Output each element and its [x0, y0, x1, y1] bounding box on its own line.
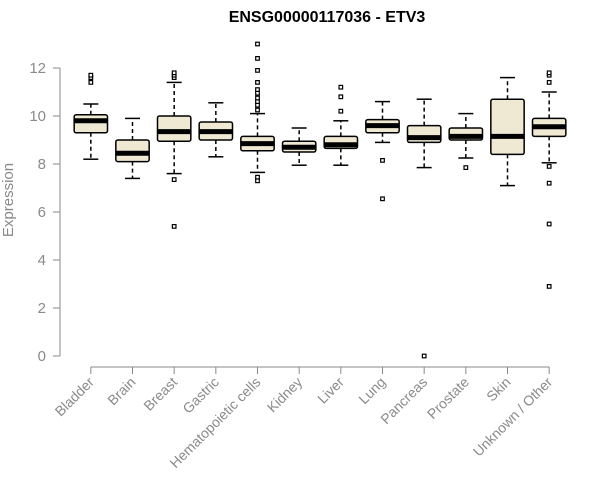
y-axis-label: Expression [0, 163, 17, 237]
outlier-point [546, 180, 552, 186]
box-hematopoietic-cells [240, 41, 275, 184]
box-gastric [198, 102, 234, 158]
x-tick-label: Bladder [52, 374, 98, 420]
outlier-point [338, 84, 344, 90]
box-lung [365, 100, 400, 202]
x-tick-label: Brain [104, 374, 138, 408]
box-kidney [281, 127, 317, 166]
outlier-point [338, 108, 344, 114]
plot-area [73, 41, 567, 359]
outlier-point [171, 70, 177, 76]
outlier-point [338, 94, 344, 100]
iqr-box [156, 115, 192, 142]
outlier-point [255, 107, 260, 113]
x-tick-label: Unknown / Other [470, 374, 556, 460]
outlier-point [421, 353, 427, 359]
box-pancreas [406, 98, 442, 359]
box-brain [115, 117, 150, 180]
outlier-point [255, 87, 260, 93]
outlier-point [255, 95, 260, 101]
box-prostate [448, 112, 484, 171]
outlier-point [88, 79, 94, 85]
outlier-point [546, 79, 552, 85]
outlier-point [255, 178, 260, 184]
y-tick-label: 10 [29, 108, 46, 125]
outlier-point [255, 41, 260, 47]
outlier-point [546, 284, 552, 289]
y-tick-label: 4 [38, 252, 46, 269]
chart-title: ENSG00000117036 - ETV3 [229, 9, 426, 26]
x-tick-label: Skin [483, 374, 514, 405]
outlier-point [546, 164, 552, 169]
y-tick-label: 6 [38, 204, 46, 221]
iqr-box [73, 114, 109, 134]
outlier-point [463, 165, 469, 171]
x-tick-label: Lung [355, 374, 388, 407]
iqr-box [490, 98, 525, 156]
y-tick-label: 2 [38, 300, 46, 317]
box-liver [323, 84, 359, 166]
x-tick-label: Liver [314, 374, 347, 407]
outlier-point [171, 224, 177, 229]
outlier-point [380, 158, 385, 163]
x-tick-label: Breast [140, 374, 180, 414]
box-breast [156, 70, 192, 229]
x-tick-label: Prostate [424, 374, 472, 422]
y-tick-label: 0 [38, 348, 46, 365]
outlier-point [171, 177, 177, 183]
outlier-point [88, 72, 94, 78]
outlier-point [255, 67, 260, 73]
outlier-point [546, 70, 552, 76]
box-unknown-other [531, 70, 567, 289]
y-axis: 0 2 4 6 8 10 12 [29, 60, 61, 365]
box-bladder [73, 72, 109, 160]
outlier-point [255, 79, 260, 85]
y-tick-label: 8 [38, 156, 46, 173]
outlier-point [380, 196, 385, 202]
outlier-point [546, 221, 552, 227]
y-tick-label: 12 [29, 60, 46, 77]
outlier-point [255, 55, 260, 61]
x-tick-label: Kidney [264, 374, 306, 416]
box-skin [490, 76, 525, 187]
